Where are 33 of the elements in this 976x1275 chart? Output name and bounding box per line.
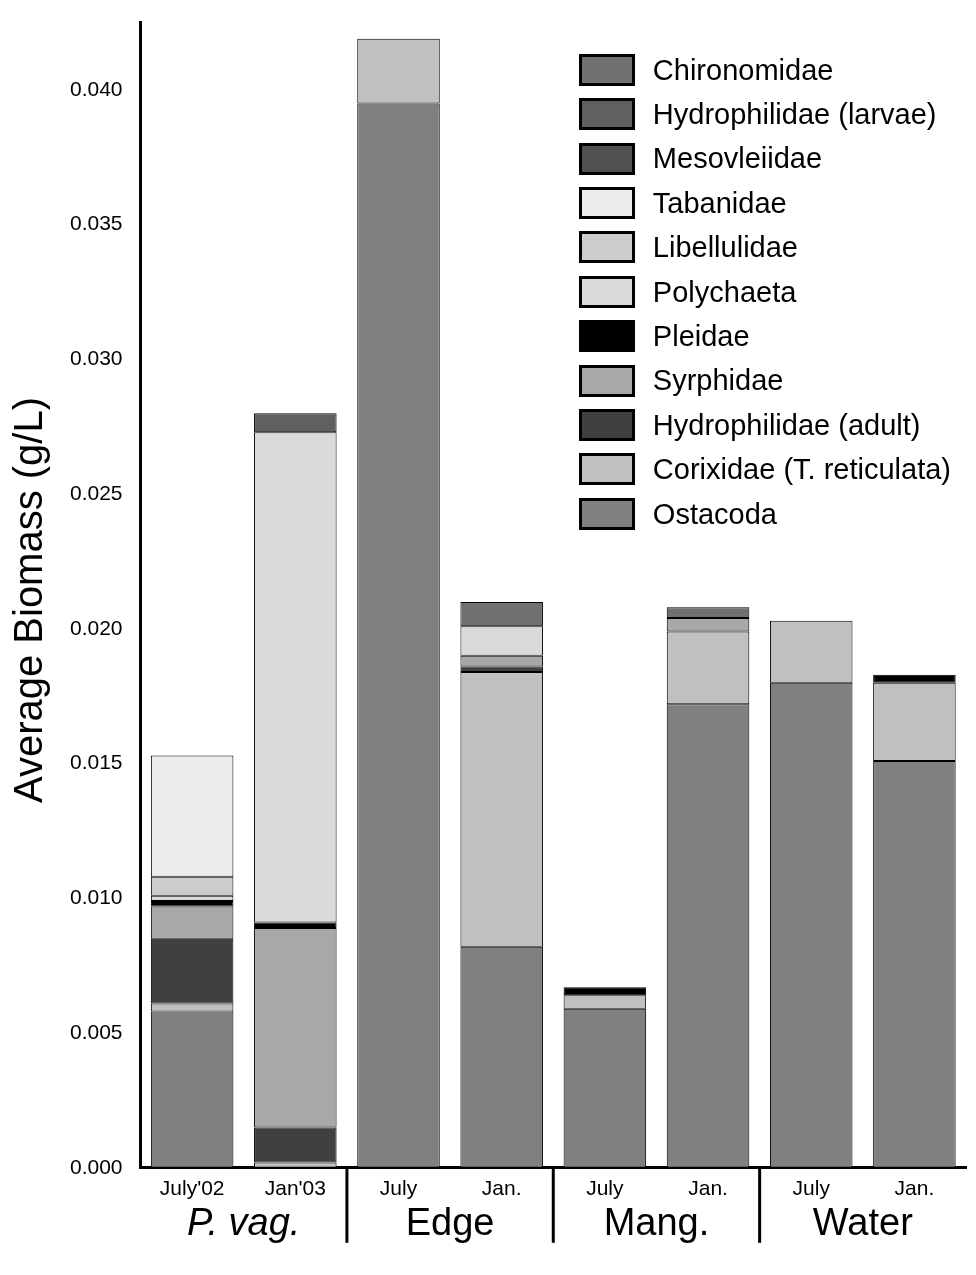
legend-label: Chironomidae bbox=[652, 52, 834, 88]
x-tick-label: Jan. bbox=[688, 1176, 728, 1200]
x-tick-label: Jan'03 bbox=[264, 1176, 326, 1200]
y-tick-label: 0.040 bbox=[69, 76, 123, 100]
x-tick-label: July'02 bbox=[159, 1176, 225, 1200]
y-tick-label: 0.025 bbox=[69, 480, 123, 504]
y-tick-label: 0.010 bbox=[69, 885, 123, 909]
legend-label: Pleidae bbox=[652, 318, 750, 354]
y-tick-label: 0.015 bbox=[69, 750, 123, 774]
text: P. vag. bbox=[187, 1201, 301, 1244]
text: Edge bbox=[405, 1201, 495, 1244]
legend-label: Hydrophilidae (adult) bbox=[652, 407, 921, 443]
x-tick-label: Jan. bbox=[894, 1176, 935, 1200]
legend-label: Ostacoda bbox=[652, 496, 777, 532]
legend-label: Polychaeta bbox=[652, 274, 797, 310]
legend-label: Libellulidae bbox=[652, 230, 798, 266]
x-tick-label: July bbox=[379, 1176, 418, 1200]
y-tick-label: 0.030 bbox=[69, 346, 123, 370]
legend-label: Mesovleiidae bbox=[652, 141, 823, 177]
y-tick-label: 0.005 bbox=[69, 1019, 123, 1043]
legend-label: Syrphidae bbox=[652, 363, 784, 399]
text: Water bbox=[812, 1201, 914, 1244]
y-tick-label: 0.035 bbox=[69, 211, 123, 235]
x-tick-label: Jan. bbox=[481, 1176, 522, 1200]
x-tick-label: July bbox=[792, 1176, 831, 1200]
x-tick-label: July bbox=[586, 1176, 625, 1200]
legend-label: Corixidae (T. reticulata) bbox=[652, 452, 951, 488]
legend-label: Hydrophilidae (larvae) bbox=[652, 97, 937, 132]
y-axis-title: Average Biomass (g/L) bbox=[5, 396, 51, 804]
y-tick-label: 0.020 bbox=[69, 615, 123, 639]
y-tick-label: 0.000 bbox=[69, 1154, 123, 1178]
text: Mang. bbox=[603, 1201, 710, 1244]
legend-label: Tabanidae bbox=[652, 185, 787, 221]
